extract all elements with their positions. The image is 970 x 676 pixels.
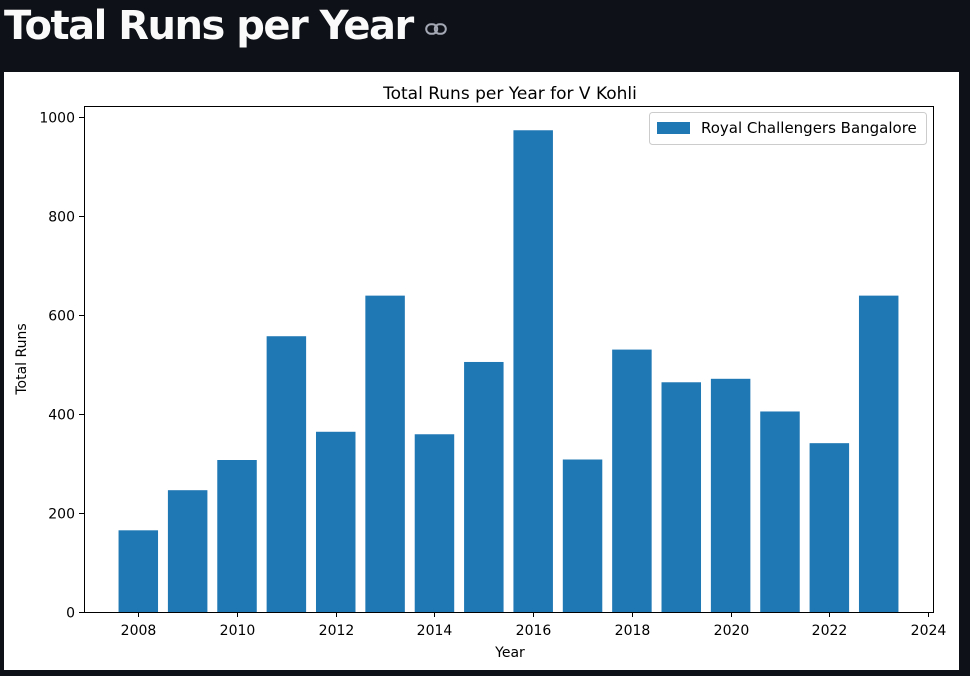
bar-2008 <box>118 530 159 612</box>
bar-2013 <box>365 295 405 612</box>
x-tick-label: 2020 <box>714 623 750 639</box>
x-tick-label: 2010 <box>220 623 256 639</box>
link-icon[interactable] <box>424 23 447 35</box>
y-tick-label: 800 <box>48 210 75 226</box>
bar-2018 <box>612 349 652 612</box>
bar-2010 <box>217 460 257 612</box>
bar-2022 <box>809 443 850 612</box>
y-tick-label: 0 <box>66 606 75 622</box>
bar-2012 <box>315 431 356 612</box>
legend-box <box>649 112 927 145</box>
plot-frame <box>84 106 934 613</box>
x-axis-label: Year <box>494 645 525 661</box>
y-tick-label: 200 <box>48 507 75 523</box>
legend-label: Royal Challengers Bangalore <box>701 119 917 137</box>
bar-chart: Total Runs per Year for V Kohli 2008 2010… <box>14 84 947 661</box>
bar-2020 <box>710 378 751 612</box>
legend-swatch <box>657 122 690 134</box>
x-tick-label: 2024 <box>911 623 947 639</box>
bar-2019 <box>661 382 702 612</box>
bar-2023 <box>858 295 899 612</box>
x-tick-label: 2022 <box>812 623 848 639</box>
x-tick-label: 2014 <box>417 623 453 639</box>
bar-2014 <box>414 434 455 612</box>
bar-2017 <box>562 459 603 612</box>
bar-2021 <box>760 411 800 612</box>
y-axis-label: Total Runs <box>14 323 30 395</box>
bar-2015 <box>464 361 504 612</box>
x-tick-label: 2008 <box>121 623 157 639</box>
bar-2016 <box>513 130 553 612</box>
bar-2011 <box>266 336 307 612</box>
legend: Royal Challengers Bangalore <box>649 112 927 145</box>
x-tick-label: 2012 <box>319 623 355 639</box>
chart-container: Total Runs per Year for V Kohli 2008 2010… <box>4 72 959 670</box>
x-tick-label: 2016 <box>516 623 552 639</box>
page-header: Total Runs per Year <box>4 0 447 52</box>
bar-2009 <box>167 490 208 612</box>
page-title: Total Runs per Year <box>4 3 414 49</box>
chart-title: Total Runs per Year for V Kohli <box>382 84 637 104</box>
x-tick-label: 2018 <box>615 623 651 639</box>
y-tick-label: 1000 <box>39 111 75 127</box>
y-tick-label: 400 <box>48 408 75 424</box>
y-tick-label: 600 <box>48 309 75 325</box>
